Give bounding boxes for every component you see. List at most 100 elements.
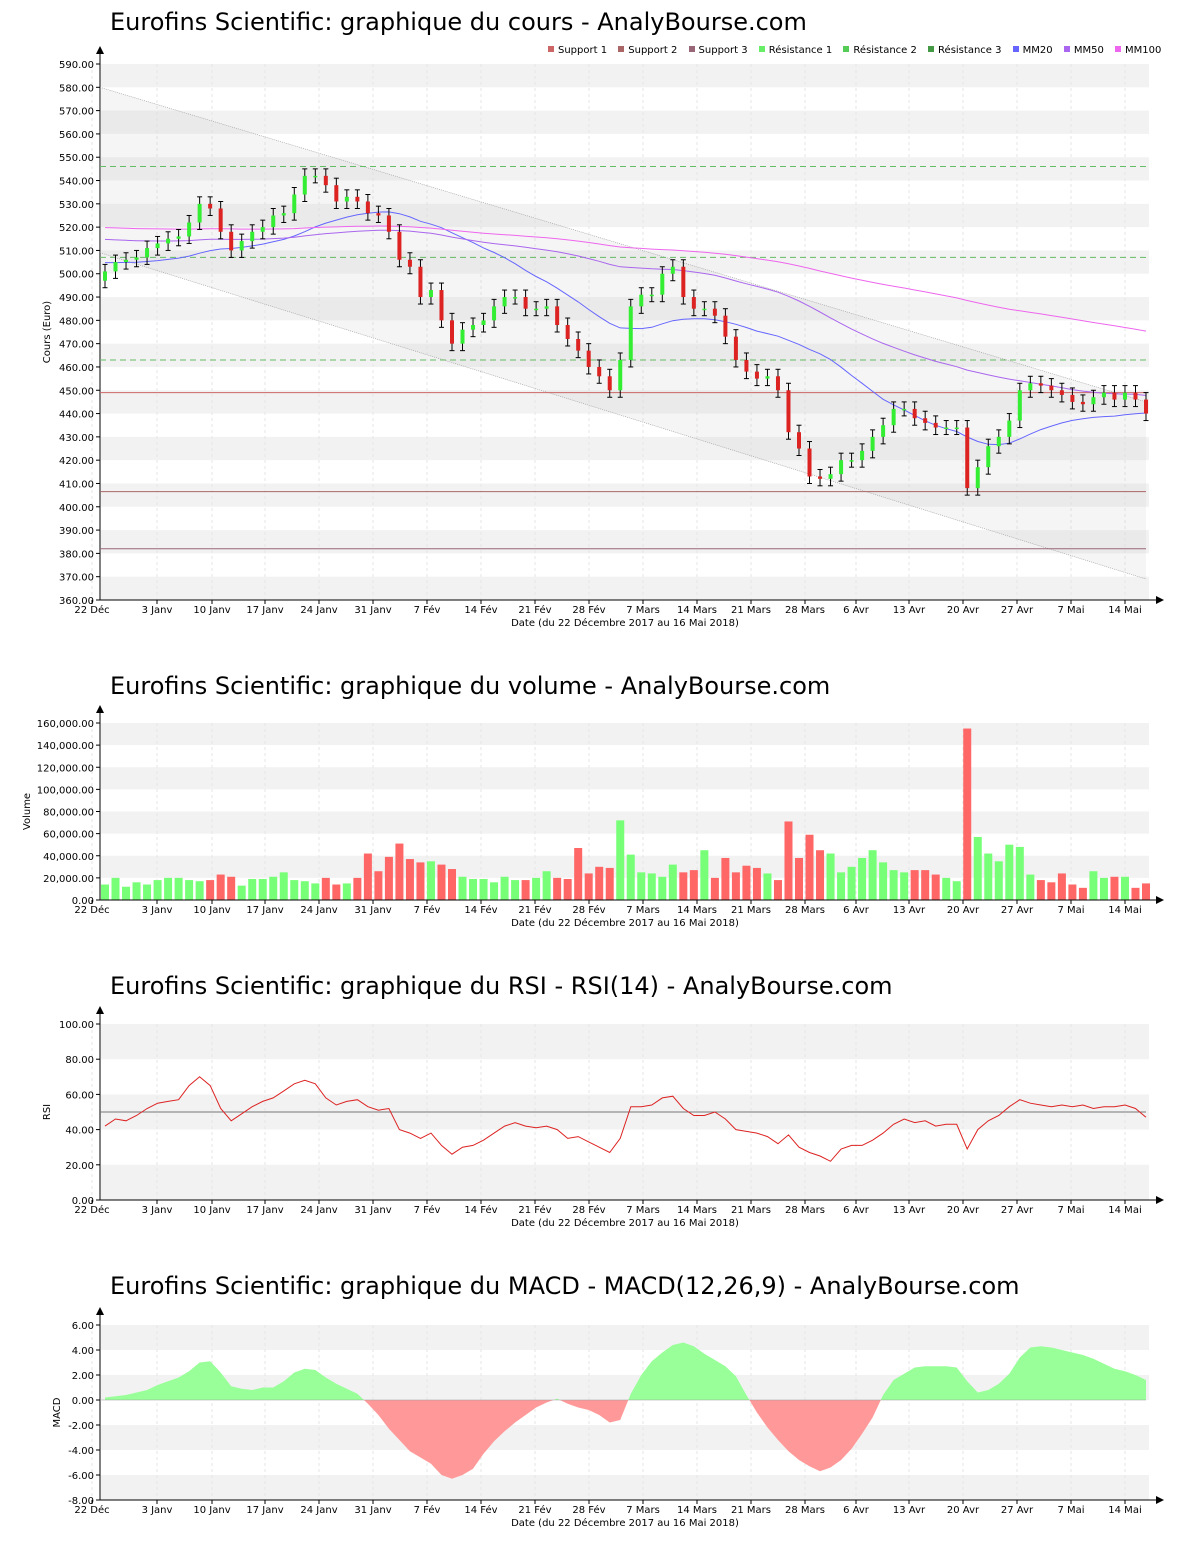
x-tick-label: 24 Janv: [300, 905, 337, 916]
candle: [733, 329, 739, 368]
candle-body: [607, 376, 612, 391]
candle-body: [513, 297, 518, 299]
candle: [954, 420, 960, 436]
candle: [165, 231, 171, 251]
volume-bar: [963, 728, 972, 900]
candle-body: [628, 306, 633, 360]
x-tick-label: 10 Janv: [193, 1505, 230, 1516]
x-axis-label: Date (du 22 Décembre 2017 au 16 Mai 2018…: [511, 917, 739, 929]
volume-bar: [1078, 887, 1087, 900]
candle-body: [828, 474, 833, 479]
x-tick-label: 27 Avr: [1001, 905, 1034, 916]
rsi-chart-title: Eurofins Scientific: graphique du RSI - …: [110, 972, 893, 1000]
x-tick-label: 7 Fév: [414, 1504, 441, 1516]
candle-body: [965, 427, 970, 489]
candle: [607, 368, 613, 398]
y-tick-label: -8.00: [68, 1496, 94, 1507]
y-tick-label: 20,000.00: [43, 874, 94, 885]
x-tick-label: 10 Janv: [193, 1205, 230, 1216]
candle-body: [460, 329, 465, 344]
y-tick-label: 100,000.00: [37, 785, 94, 796]
candle-body: [565, 325, 570, 339]
candle-body: [534, 308, 539, 311]
band: [101, 576, 1149, 600]
candle: [754, 364, 760, 387]
x-tick-label: 7 Mars: [626, 1205, 660, 1216]
y-tick-label: 590.00: [59, 60, 94, 71]
candle: [964, 420, 970, 496]
candle-body: [986, 446, 991, 468]
candle: [1132, 385, 1138, 408]
mm100-line: [104, 225, 1147, 332]
y-tick-label: 4.00: [72, 1346, 94, 1357]
candle-body: [576, 338, 581, 351]
x-tick-label: 7 Fév: [414, 604, 441, 616]
y-tick-label: 490.00: [59, 293, 94, 304]
x-tick-label: 20 Avr: [947, 905, 980, 916]
band: [101, 343, 1149, 367]
volume-bar: [101, 884, 109, 900]
x-tick-label: 17 Janv: [246, 605, 283, 616]
candle-body: [323, 175, 328, 186]
x-axis-label: Date (du 22 Décembre 2017 au 16 Mai 2018…: [511, 1217, 739, 1229]
candle: [849, 452, 855, 468]
candle-body: [450, 320, 454, 344]
candle-body: [765, 376, 770, 379]
x-tick-label: 7 Mai: [1057, 1205, 1084, 1216]
volume-bar: [363, 853, 372, 900]
x-tick-label: 13 Avr: [893, 1505, 926, 1516]
x-tick-label: 17 Janv: [246, 1505, 283, 1516]
volume-bar: [521, 880, 530, 900]
candle: [270, 207, 276, 235]
legend-label: Support 1: [558, 45, 608, 56]
candle: [680, 259, 686, 305]
candle-body: [1070, 394, 1075, 402]
candle: [1143, 392, 1149, 422]
volume-bar: [248, 878, 257, 900]
x-tick-label: 27 Avr: [1001, 1505, 1034, 1516]
candle: [1111, 385, 1117, 408]
volume-bar: [816, 850, 825, 900]
candle: [628, 298, 634, 368]
band: [101, 811, 1149, 834]
volume-bar: [689, 870, 698, 900]
candle-body: [355, 196, 360, 202]
candle-body: [586, 350, 591, 367]
candle-body: [523, 297, 528, 309]
candle: [712, 301, 718, 324]
volume-bar: [952, 881, 961, 900]
candle: [838, 452, 844, 482]
volume-bar: [1036, 880, 1045, 900]
channel-lower-line: [99, 252, 1147, 580]
candle: [901, 401, 907, 417]
macd-positive-area: [628, 1342, 750, 1400]
candle: [996, 429, 1002, 454]
price-chart: 360.00 370.00 380.00 390.00 400.00 410.00 420.…: [42, 46, 1164, 629]
volume-bar: [1142, 883, 1150, 900]
candle: [638, 287, 644, 314]
volume-bar: [710, 877, 719, 900]
candle: [407, 252, 413, 275]
x-tick-label: 22 Déc: [74, 1504, 109, 1516]
candle: [596, 359, 602, 384]
candle-body: [733, 336, 738, 360]
candle-body: [113, 262, 118, 272]
x-tick-label: 3 Janv: [142, 1505, 173, 1516]
x-tick-label: 7 Mars: [626, 905, 660, 916]
x-tick-label: 13 Avr: [893, 605, 926, 616]
volume-bar: [227, 876, 236, 900]
volume-bar: [679, 872, 688, 900]
candle-body: [439, 290, 444, 321]
volume-bar: [994, 861, 1003, 900]
y-tick-label: 0.00: [72, 896, 94, 907]
x-tick-label: 28 Mars: [785, 605, 825, 616]
y-tick-label: 80,000.00: [43, 808, 94, 819]
volume-bar: [132, 882, 141, 900]
y-tick-label: 430.00: [59, 433, 94, 444]
candle-body: [145, 248, 150, 258]
candle: [428, 282, 434, 305]
candle: [796, 424, 802, 457]
band: [101, 767, 1149, 790]
candle-body: [344, 196, 349, 202]
candle: [197, 196, 203, 230]
